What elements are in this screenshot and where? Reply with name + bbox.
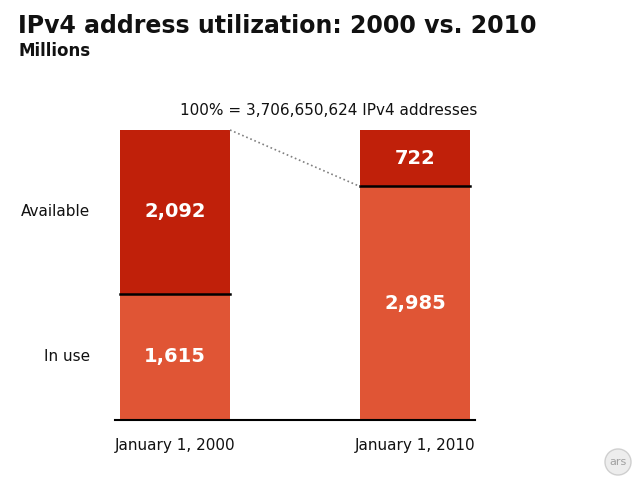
Text: ars: ars bbox=[609, 457, 627, 467]
Text: 1,615: 1,615 bbox=[144, 348, 206, 366]
Text: 722: 722 bbox=[395, 149, 435, 168]
Bar bbox=[120, 130, 230, 294]
Text: 2,985: 2,985 bbox=[384, 294, 446, 313]
Text: January 1, 2010: January 1, 2010 bbox=[355, 438, 476, 453]
Bar bbox=[360, 130, 470, 187]
Text: Millions: Millions bbox=[18, 42, 90, 60]
Text: 100% = 3,706,650,624 IPv4 addresses: 100% = 3,706,650,624 IPv4 addresses bbox=[180, 103, 477, 118]
Text: IPv4 address utilization: 2000 vs. 2010: IPv4 address utilization: 2000 vs. 2010 bbox=[18, 14, 536, 38]
Bar bbox=[360, 187, 470, 420]
Text: 2,092: 2,092 bbox=[144, 203, 205, 221]
Bar bbox=[120, 294, 230, 420]
Text: Available: Available bbox=[20, 204, 90, 219]
Text: In use: In use bbox=[44, 349, 90, 364]
Text: January 1, 2000: January 1, 2000 bbox=[115, 438, 236, 453]
